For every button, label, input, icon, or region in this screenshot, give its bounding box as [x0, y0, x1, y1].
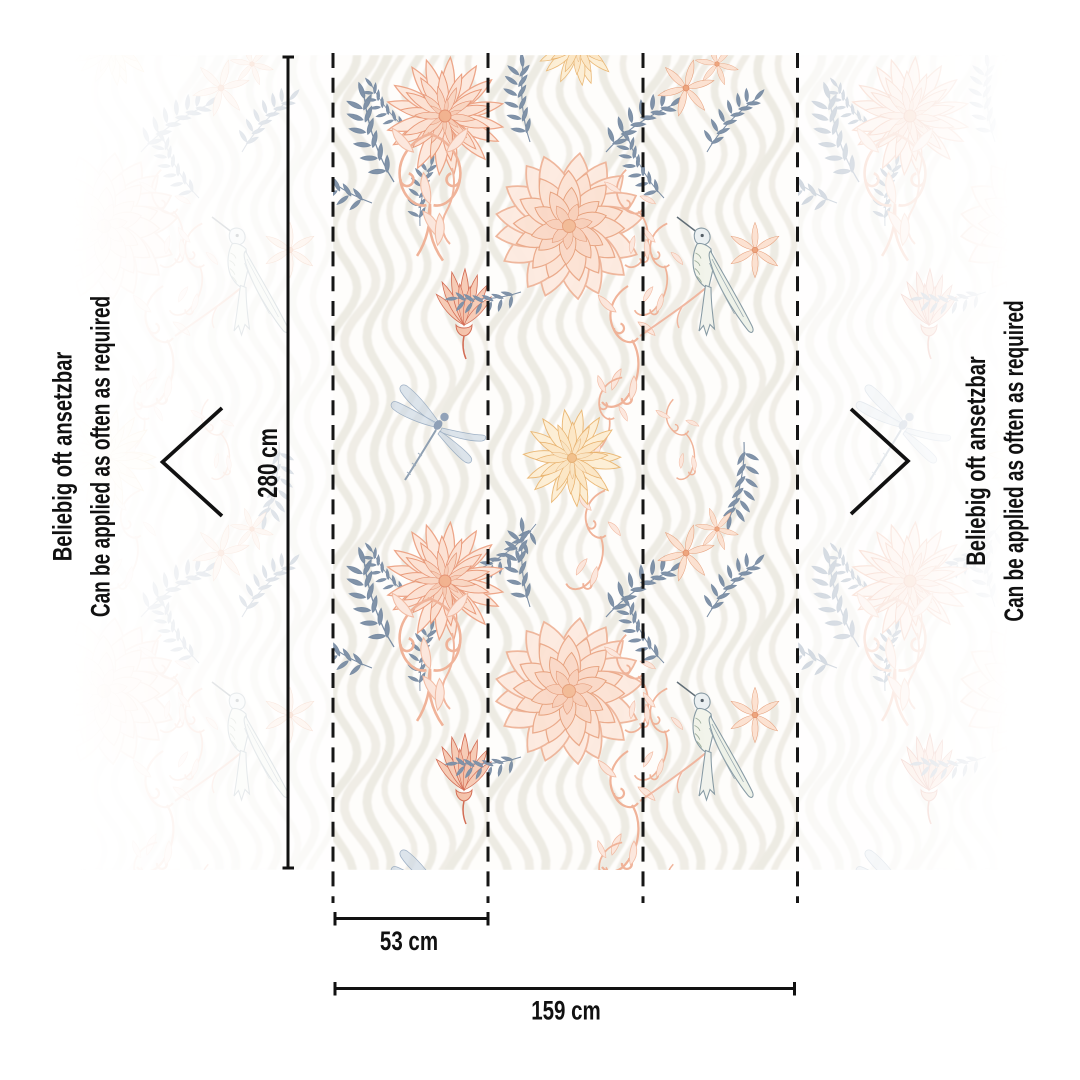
svg-text:Beliebig oft ansetzbar: Beliebig oft ansetzbar: [961, 356, 992, 566]
svg-text:53 cm: 53 cm: [380, 926, 438, 956]
svg-text:159 cm: 159 cm: [531, 996, 601, 1026]
svg-text:280 cm: 280 cm: [253, 428, 284, 498]
svg-text:Can be applied as often as req: Can be applied as often as required: [999, 300, 1029, 621]
svg-text:Can be applied as often as req: Can be applied as often as required: [85, 296, 115, 617]
svg-text:Beliebig oft ansetzbar: Beliebig oft ansetzbar: [48, 352, 79, 562]
